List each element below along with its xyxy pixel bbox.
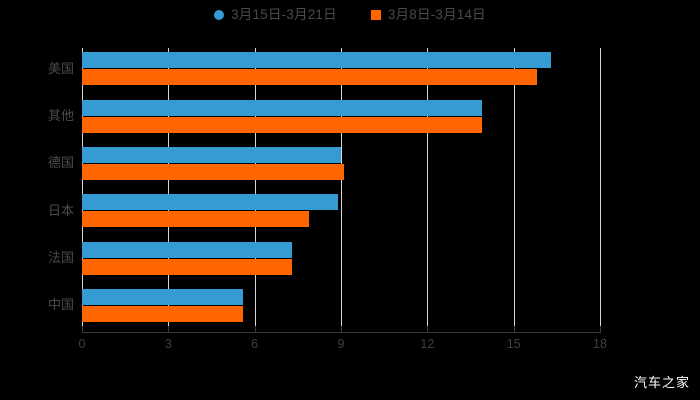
legend-label: 3月15日-3月21日 bbox=[231, 7, 337, 22]
bar-法国-series-0[interactable] bbox=[82, 241, 293, 258]
legend-swatch-square-icon bbox=[370, 10, 381, 20]
x-axis-tick-12 bbox=[427, 326, 429, 332]
legend-item-0[interactable]: 3月15日-3月21日 bbox=[214, 8, 337, 22]
y-axis-label-其他: 其他 bbox=[47, 108, 74, 123]
y-axis-label-美国: 美国 bbox=[47, 60, 74, 76]
x-axis-label-18: 18 bbox=[593, 337, 607, 351]
y-axis-label-德国: 德国 bbox=[47, 155, 74, 171]
bar-其他-series-1[interactable] bbox=[82, 116, 482, 133]
bar-德国-series-1[interactable] bbox=[82, 163, 344, 180]
gridline-x-15 bbox=[513, 48, 515, 332]
gridline-x-18 bbox=[600, 48, 601, 332]
y-axis-label-法国: 法国 bbox=[47, 250, 74, 265]
gridline-x-3 bbox=[168, 48, 170, 332]
legend-swatch-circle-icon bbox=[214, 10, 225, 20]
x-axis-tick-3 bbox=[168, 326, 170, 332]
x-axis-tick-9 bbox=[341, 326, 342, 332]
x-axis-label-15: 15 bbox=[506, 337, 521, 351]
y-axis-label-日本: 日本 bbox=[47, 202, 74, 218]
plot-area bbox=[82, 48, 601, 332]
bar-法国-series-1[interactable] bbox=[82, 258, 293, 275]
gridline-x-9 bbox=[341, 48, 342, 332]
bar-中国-series-1[interactable] bbox=[82, 305, 244, 322]
bar-其他-series-0[interactable] bbox=[82, 99, 482, 116]
legend-item-1[interactable]: 3月8日-3月14日 bbox=[370, 7, 486, 22]
gridline-x-0 bbox=[82, 48, 83, 332]
bar-美国-series-1[interactable] bbox=[82, 69, 537, 86]
x-axis-label-3: 3 bbox=[164, 337, 172, 351]
bar-日本-series-0[interactable] bbox=[82, 194, 339, 211]
x-axis-label-9: 9 bbox=[337, 337, 345, 351]
x-axis-tick-15 bbox=[513, 326, 515, 332]
legend-label: 3月8日-3月14日 bbox=[387, 7, 486, 22]
watermark: 汽车之家 bbox=[633, 375, 690, 390]
x-axis-label-0: 0 bbox=[78, 337, 86, 351]
x-axis-tick-0 bbox=[82, 326, 83, 332]
bar-中国-series-0[interactable] bbox=[82, 288, 244, 305]
gridline-x-12 bbox=[427, 48, 429, 332]
x-axis-label-6: 6 bbox=[251, 337, 259, 351]
x-axis-line bbox=[82, 332, 601, 333]
x-axis-tick-6 bbox=[254, 326, 256, 332]
y-axis-label-中国: 中国 bbox=[47, 297, 74, 313]
x-axis-tick-18 bbox=[600, 326, 601, 332]
bar-美国-series-0[interactable] bbox=[82, 52, 552, 69]
bar-德国-series-0[interactable] bbox=[82, 146, 341, 163]
bar-日本-series-1[interactable] bbox=[82, 211, 310, 228]
gridline-x-6 bbox=[254, 48, 256, 332]
chart-legend: 3月15日-3月21日 3月8日-3月14日 bbox=[0, 8, 700, 22]
x-axis-label-12: 12 bbox=[420, 337, 435, 351]
